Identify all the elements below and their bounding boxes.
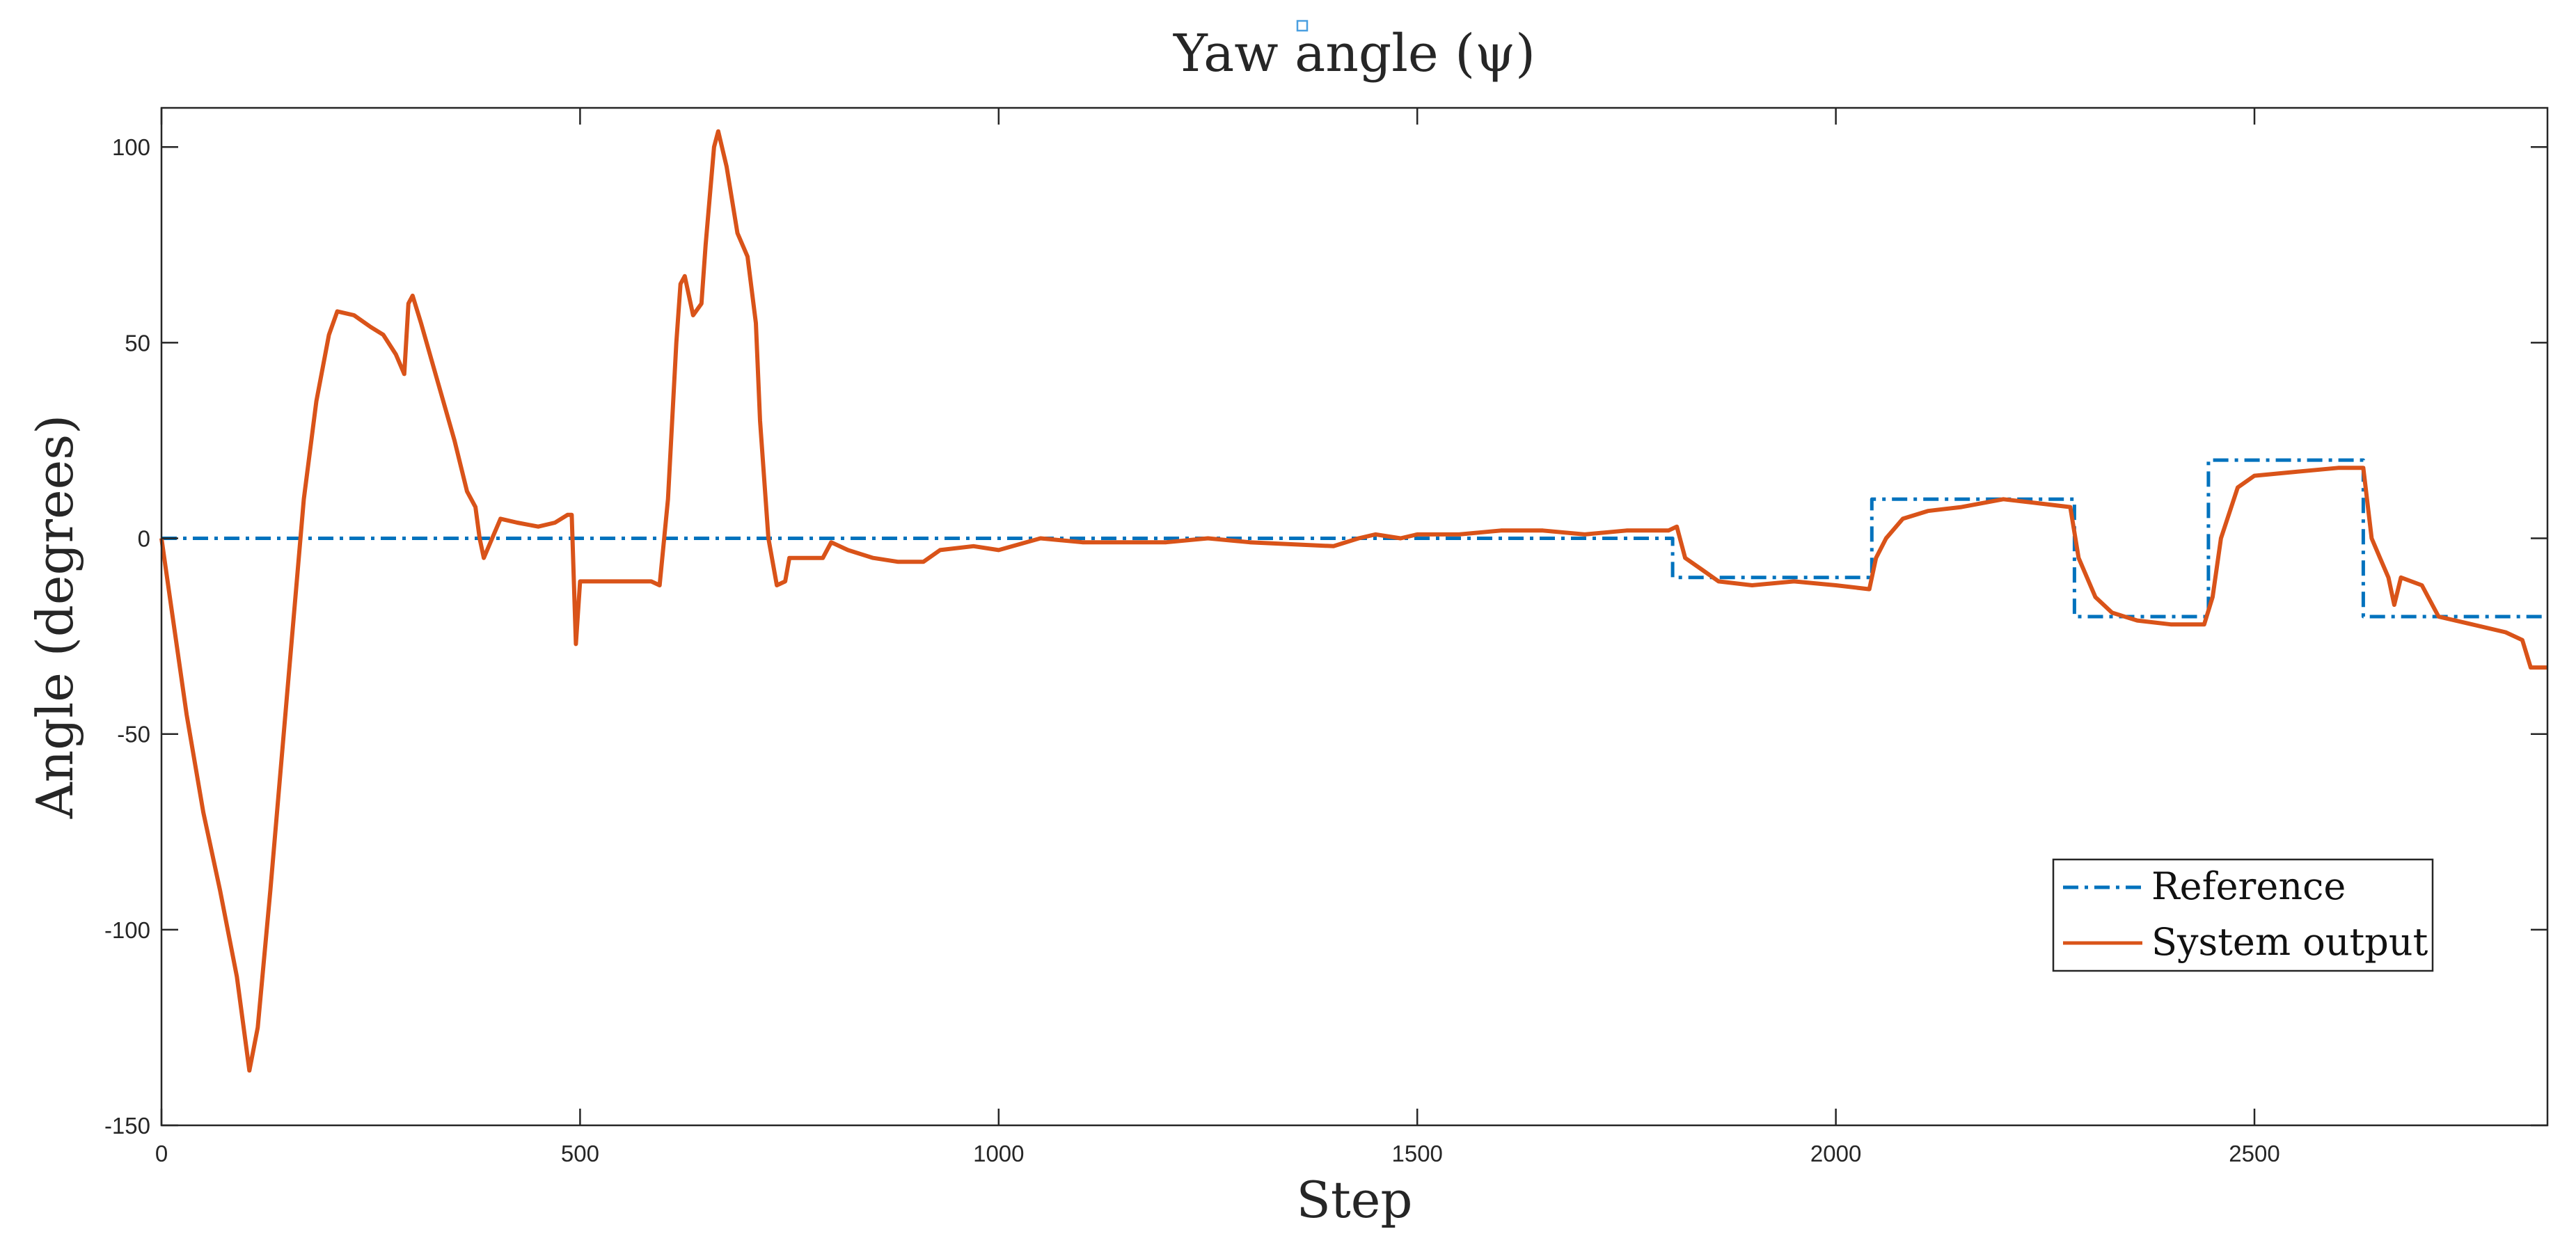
ticks-layer: 0 500 1000 1500 2000 2500 -150 -100 -50 0 50 100 [104,108,2547,1166]
title-edit-marker [1296,19,1309,32]
y-tick-label: -150 [104,1113,150,1139]
x-tick-label: 2500 [2229,1141,2279,1166]
legend-label-reference: Reference [2151,864,2346,908]
legend-box [2052,858,2434,972]
y-tick-label: 50 [125,330,150,356]
axes-frame [160,106,2549,1127]
series-line-system-output [159,129,2547,1073]
y-tick-label: 0 [138,526,150,552]
legend-label-system-output: System output [2151,920,2428,964]
x-tick-label: 1500 [1391,1141,1442,1166]
series-line-reference [161,458,2547,619]
x-tick-label: 500 [561,1141,599,1166]
chart-title: Yaw angle (ψ) [1173,24,1535,84]
y-axis-title: Angle (degrees) [26,415,84,820]
y-tick-label: -50 [117,722,150,747]
legend: Reference System output [2052,858,2434,972]
x-axis-title: Step [1297,1171,1413,1229]
y-tick-label: -100 [104,917,150,943]
y-tick-label: 100 [112,134,150,160]
series-layer [159,129,2547,1073]
x-tick-label: 2000 [1810,1141,1861,1166]
x-tick-label: 1000 [973,1141,1024,1166]
x-tick-label: 0 [155,1141,168,1166]
